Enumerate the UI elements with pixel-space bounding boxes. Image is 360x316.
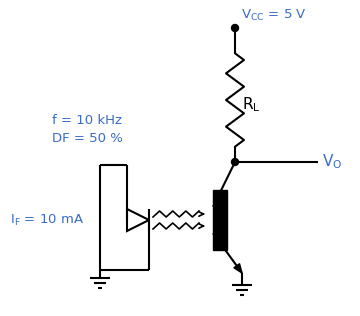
Bar [213,190,227,250]
Text: $\mathrm{V_{CC}}$ = 5 V: $\mathrm{V_{CC}}$ = 5 V [241,8,307,23]
Text: $\mathrm{I_F}$ = 10 mA: $\mathrm{I_F}$ = 10 mA [10,212,84,228]
Text: $\mathrm{V_O}$: $\mathrm{V_O}$ [322,153,342,171]
Circle shape [231,25,238,32]
Text: f = 10 kHz: f = 10 kHz [52,113,122,126]
Circle shape [231,159,238,166]
Polygon shape [234,264,242,273]
Text: DF = 50 %: DF = 50 % [52,131,123,144]
Text: $\mathrm{R_L}$: $\mathrm{R_L}$ [242,96,261,114]
